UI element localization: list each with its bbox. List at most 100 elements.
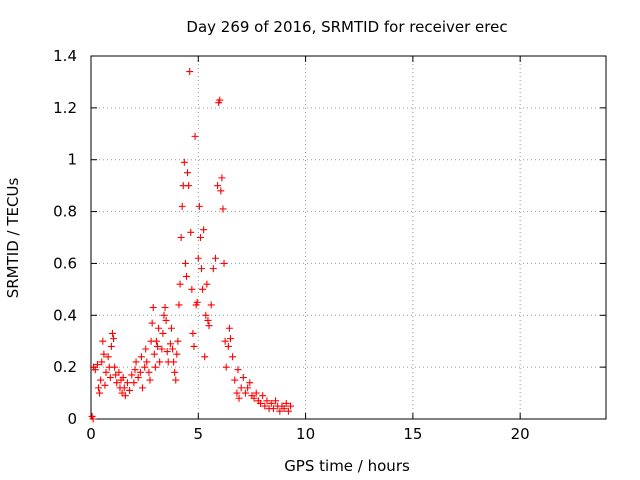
data-point bbox=[156, 358, 164, 366]
data-point bbox=[130, 379, 138, 387]
data-point bbox=[139, 384, 146, 392]
data-point bbox=[166, 340, 174, 348]
data-point bbox=[201, 353, 209, 361]
data-point bbox=[198, 265, 206, 273]
y-tick-label: 0 bbox=[67, 410, 77, 428]
data-point bbox=[161, 304, 169, 312]
data-point bbox=[205, 322, 213, 330]
data-point bbox=[211, 254, 219, 262]
data-point bbox=[95, 384, 103, 392]
data-point bbox=[123, 379, 131, 387]
x-tick-label: 0 bbox=[86, 425, 96, 443]
data-point bbox=[233, 389, 241, 397]
data-point bbox=[146, 376, 154, 384]
data-point bbox=[244, 384, 252, 392]
data-point bbox=[185, 182, 193, 190]
data-point bbox=[276, 407, 284, 415]
data-point bbox=[141, 363, 149, 371]
data-point bbox=[193, 298, 201, 306]
data-point bbox=[172, 376, 180, 384]
data-point bbox=[257, 399, 265, 407]
data-point bbox=[194, 254, 202, 262]
data-point bbox=[221, 337, 229, 345]
x-tick-label: 10 bbox=[296, 425, 315, 443]
data-point bbox=[159, 329, 167, 337]
data-point bbox=[176, 280, 184, 288]
y-tick-labels: 0 0.2 0.4 0.6 0.8 1 1.2 1.4 bbox=[53, 47, 77, 428]
data-point bbox=[91, 366, 99, 374]
data-point bbox=[169, 345, 177, 353]
data-points bbox=[88, 68, 295, 423]
data-point bbox=[149, 304, 157, 312]
data-point bbox=[209, 265, 217, 273]
data-point bbox=[128, 371, 136, 379]
data-point bbox=[280, 405, 288, 413]
data-point bbox=[191, 132, 199, 140]
data-point bbox=[98, 358, 106, 366]
data-point bbox=[269, 405, 277, 413]
data-point bbox=[174, 337, 182, 345]
y-tick-label: 1.4 bbox=[53, 47, 77, 65]
y-tick-label: 1.2 bbox=[53, 99, 77, 117]
x-tick-label: 5 bbox=[194, 425, 204, 443]
data-point bbox=[263, 397, 271, 405]
data-point bbox=[134, 374, 142, 382]
data-point bbox=[158, 345, 166, 353]
data-point bbox=[272, 397, 280, 405]
data-point bbox=[235, 394, 243, 402]
data-point bbox=[250, 394, 258, 402]
data-point bbox=[111, 363, 119, 371]
grid bbox=[91, 56, 606, 419]
data-point bbox=[142, 345, 150, 353]
y-tick-label: 0.4 bbox=[53, 306, 77, 324]
data-point bbox=[229, 353, 237, 361]
x-tick-label: 15 bbox=[403, 425, 422, 443]
data-point bbox=[155, 324, 163, 332]
x-axis-label: GPS time / hours bbox=[284, 457, 410, 475]
data-point bbox=[148, 319, 156, 327]
data-point bbox=[115, 368, 123, 376]
data-point bbox=[287, 402, 295, 410]
data-point bbox=[96, 389, 104, 397]
data-point bbox=[106, 374, 114, 382]
data-point bbox=[225, 324, 233, 332]
data-point bbox=[214, 182, 222, 190]
data-point bbox=[202, 311, 210, 319]
data-point bbox=[107, 342, 115, 350]
y-tick-label: 1 bbox=[67, 151, 77, 169]
data-point bbox=[186, 68, 194, 76]
data-point bbox=[180, 158, 188, 166]
data-point bbox=[182, 272, 190, 280]
data-point bbox=[100, 350, 108, 358]
data-point bbox=[216, 96, 224, 104]
data-point bbox=[160, 311, 168, 319]
data-point bbox=[242, 389, 249, 397]
data-point bbox=[199, 285, 207, 293]
data-point bbox=[246, 379, 254, 387]
data-point bbox=[204, 316, 212, 324]
data-point bbox=[136, 368, 144, 376]
data-point bbox=[143, 358, 151, 366]
data-point bbox=[126, 386, 134, 394]
data-point bbox=[234, 366, 242, 374]
data-point bbox=[220, 259, 228, 267]
data-point bbox=[284, 407, 292, 415]
data-point bbox=[267, 399, 275, 407]
data-point bbox=[170, 358, 178, 366]
data-point bbox=[239, 374, 247, 382]
data-point bbox=[189, 329, 197, 337]
data-point bbox=[178, 202, 186, 210]
data-point bbox=[282, 399, 290, 407]
y-axis-label: SRMTID / TECUs bbox=[4, 178, 22, 299]
data-point bbox=[207, 301, 215, 309]
data-point bbox=[99, 337, 107, 345]
data-point bbox=[113, 379, 121, 387]
data-point bbox=[195, 202, 203, 210]
data-point bbox=[167, 324, 175, 332]
data-point bbox=[108, 329, 116, 337]
data-point bbox=[137, 353, 145, 361]
data-point bbox=[190, 342, 198, 350]
y-tick-label: 0.2 bbox=[53, 358, 77, 376]
data-point bbox=[101, 381, 109, 389]
